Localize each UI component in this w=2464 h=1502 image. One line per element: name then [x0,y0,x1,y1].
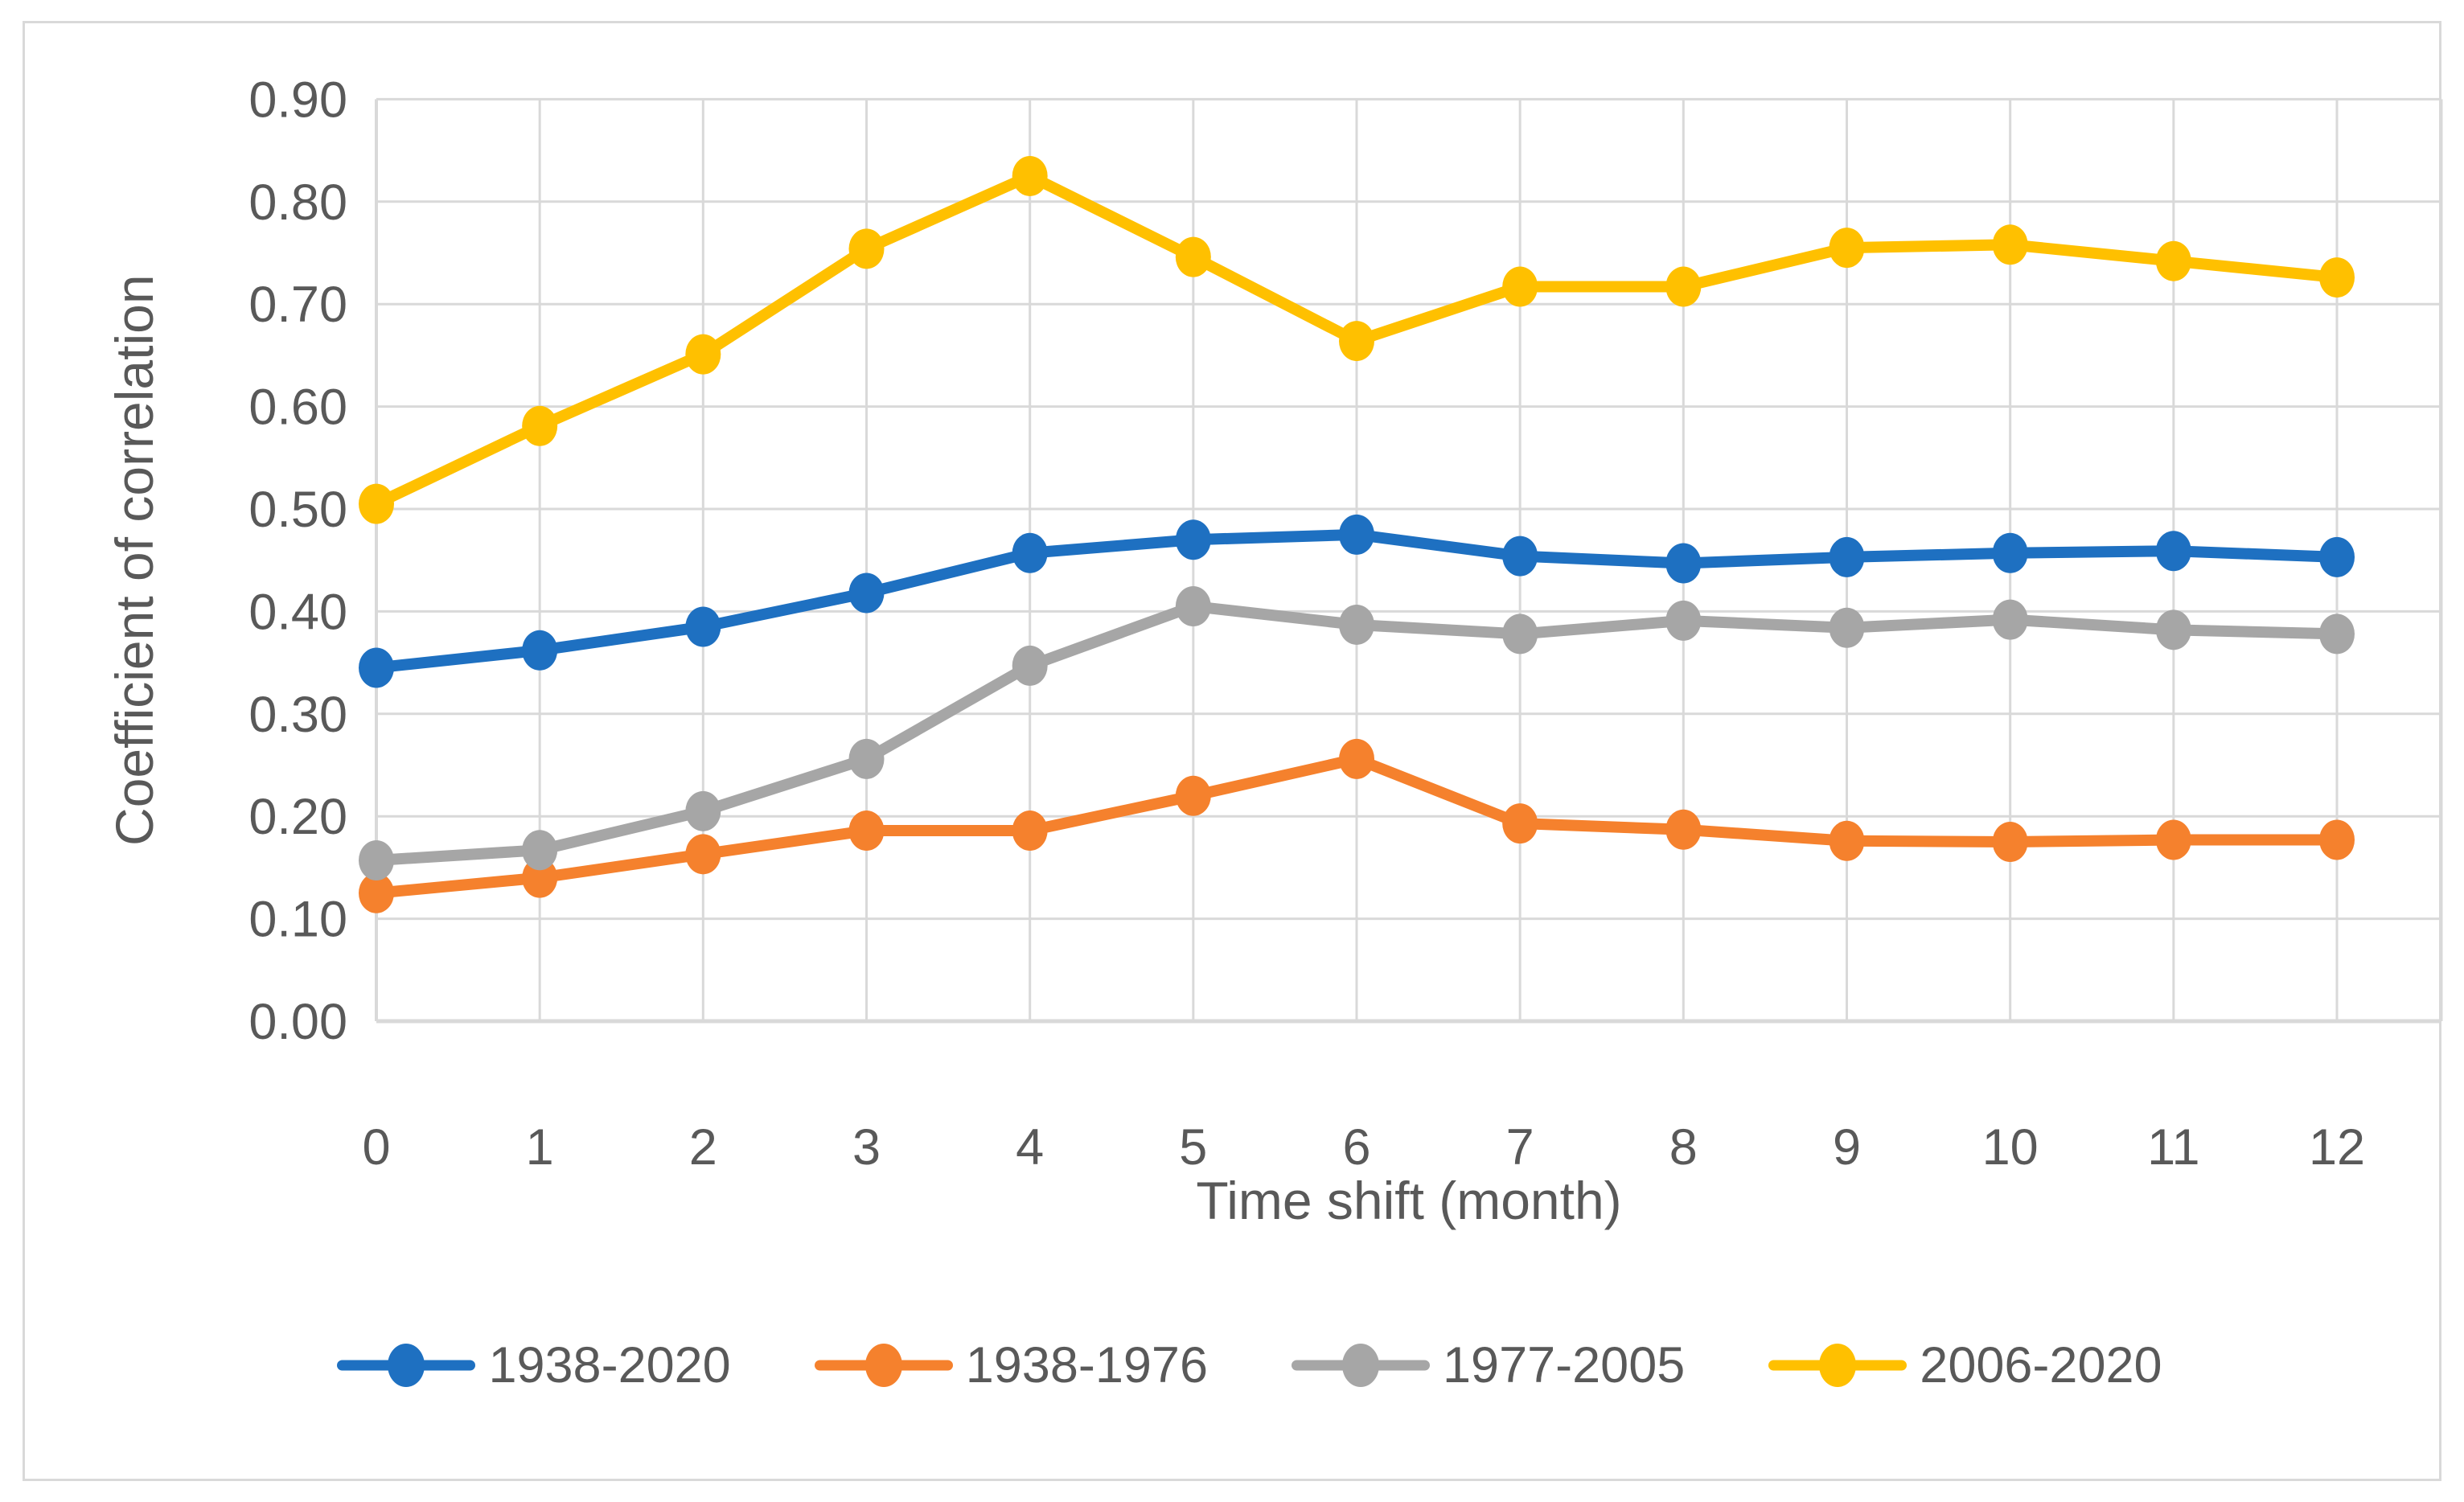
y-tick-label: 0.50 [248,482,347,538]
data-point-1938-2020-x10 [1992,532,2028,573]
data-point-1977-2005-x3 [848,738,885,779]
data-point-1938-1976-x2 [685,834,721,875]
data-point-2006-2020-x3 [848,228,885,269]
legend-marker-icon [1768,1341,1908,1389]
data-point-2006-2020-x9 [1829,228,1865,269]
data-point-1938-2020-x8 [1665,543,1702,584]
x-tick-label: 2 [689,1119,717,1176]
x-tick-label: 4 [1016,1119,1044,1176]
legend-marker-icon [1292,1341,1430,1389]
data-point-1977-2005-x6 [1339,604,1375,645]
data-point-2006-2020-x5 [1175,236,1211,277]
x-tick-label: 11 [2147,1119,2199,1176]
data-point-1938-2020-x5 [1175,519,1211,560]
x-tick-label: 8 [1669,1119,1698,1176]
legend-label: 1938-1976 [965,1337,1208,1393]
data-point-1938-2020-x2 [685,606,721,647]
y-tick-label: 0.20 [248,789,347,845]
data-point-1938-2020-x12 [2319,536,2355,577]
y-tick-label: 0.40 [248,584,347,640]
data-point-1977-2005-x8 [1665,600,1702,641]
data-point-1977-2005-x10 [1992,599,2028,640]
chart-legend: 1938-2020 1938-1976 1977-2005 2006-2020 [0,1336,2464,1394]
data-point-1938-1976-x1 [522,857,558,898]
x-tick-label: 3 [852,1119,881,1176]
x-tick-label: 10 [1982,1119,2039,1176]
legend-item-1977-2005: 1977-2005 [1292,1336,1685,1394]
data-point-1938-2020-x6 [1339,514,1375,555]
legend-label: 1977-2005 [1443,1337,1686,1393]
y-tick-label: 0.70 [248,277,347,333]
data-point-2006-2020-x6 [1339,321,1375,362]
data-point-1977-2005-x11 [2155,609,2191,650]
y-tick-label: 0.90 [248,72,347,128]
legend-label: 1938-2020 [488,1337,731,1393]
data-point-2006-2020-x1 [522,405,558,446]
data-point-2006-2020-x11 [2155,240,2191,281]
data-point-1938-2020-x4 [1012,532,1048,573]
y-axis-title: Coefficient of correlation [105,274,164,845]
data-point-1977-2005-x12 [2319,614,2355,655]
data-point-1977-2005-x9 [1829,607,1865,648]
data-point-2006-2020-x7 [1502,266,1538,307]
x-tick-label: 1 [526,1119,554,1176]
data-point-1977-2005-x2 [685,790,721,831]
data-point-1938-1976-x5 [1175,775,1211,816]
data-point-1938-1976-x11 [2155,819,2191,860]
figure-border [23,21,2441,1481]
data-point-1977-2005-x5 [1175,586,1211,627]
data-point-1938-1976-x12 [2319,819,2355,860]
x-axis-title: Time shift (month) [1196,1171,1621,1230]
data-point-2006-2020-x10 [1992,224,2028,265]
x-tick-label: 0 [362,1119,390,1176]
data-point-2006-2020-x8 [1665,266,1702,307]
y-tick-label: 0.30 [248,687,347,743]
data-point-1938-2020-x7 [1502,536,1538,577]
x-tick-label: 5 [1179,1119,1207,1176]
y-tick-label: 0.80 [248,174,347,231]
data-point-2006-2020-x2 [685,334,721,375]
y-tick-label: 0.60 [248,380,347,436]
data-point-2006-2020-x4 [1012,155,1048,196]
data-point-1938-1976-x10 [1992,822,2028,863]
data-point-2006-2020-x12 [2319,257,2355,298]
y-tick-label: 0.00 [248,994,347,1050]
data-point-1977-2005-x7 [1502,614,1538,655]
data-point-1938-1976-x8 [1665,809,1702,850]
data-point-1938-1976-x4 [1012,811,1048,852]
x-tick-label: 12 [2309,1119,2365,1176]
x-tick-label: 6 [1342,1119,1370,1176]
data-point-1938-1976-x6 [1339,738,1375,779]
legend-label: 2006-2020 [1920,1337,2162,1393]
legend-item-1938-2020: 1938-2020 [337,1336,731,1394]
data-point-1977-2005-x1 [522,830,558,871]
data-point-1938-1976-x3 [848,811,885,852]
data-point-1977-2005-x0 [359,839,394,880]
data-point-1938-2020-x3 [848,572,885,614]
data-point-1938-2020-x1 [522,630,558,671]
x-tick-label: 7 [1506,1119,1534,1176]
data-point-1938-1976-x7 [1502,803,1538,844]
legend-marker-icon [337,1341,476,1389]
legend-item-2006-2020: 2006-2020 [1768,1336,2162,1394]
legend-item-1938-1976: 1938-1976 [814,1336,1208,1394]
data-point-1938-2020-x9 [1829,536,1865,577]
data-point-1938-2020-x0 [359,647,394,688]
data-point-1977-2005-x4 [1012,645,1048,686]
x-tick-label: 9 [1833,1119,1861,1176]
y-tick-label: 0.10 [248,892,347,948]
data-point-1938-1976-x0 [359,872,394,913]
data-point-1938-1976-x9 [1829,820,1865,861]
legend-marker-icon [814,1341,953,1389]
data-point-2006-2020-x0 [359,483,394,524]
data-point-1938-2020-x11 [2155,531,2191,572]
